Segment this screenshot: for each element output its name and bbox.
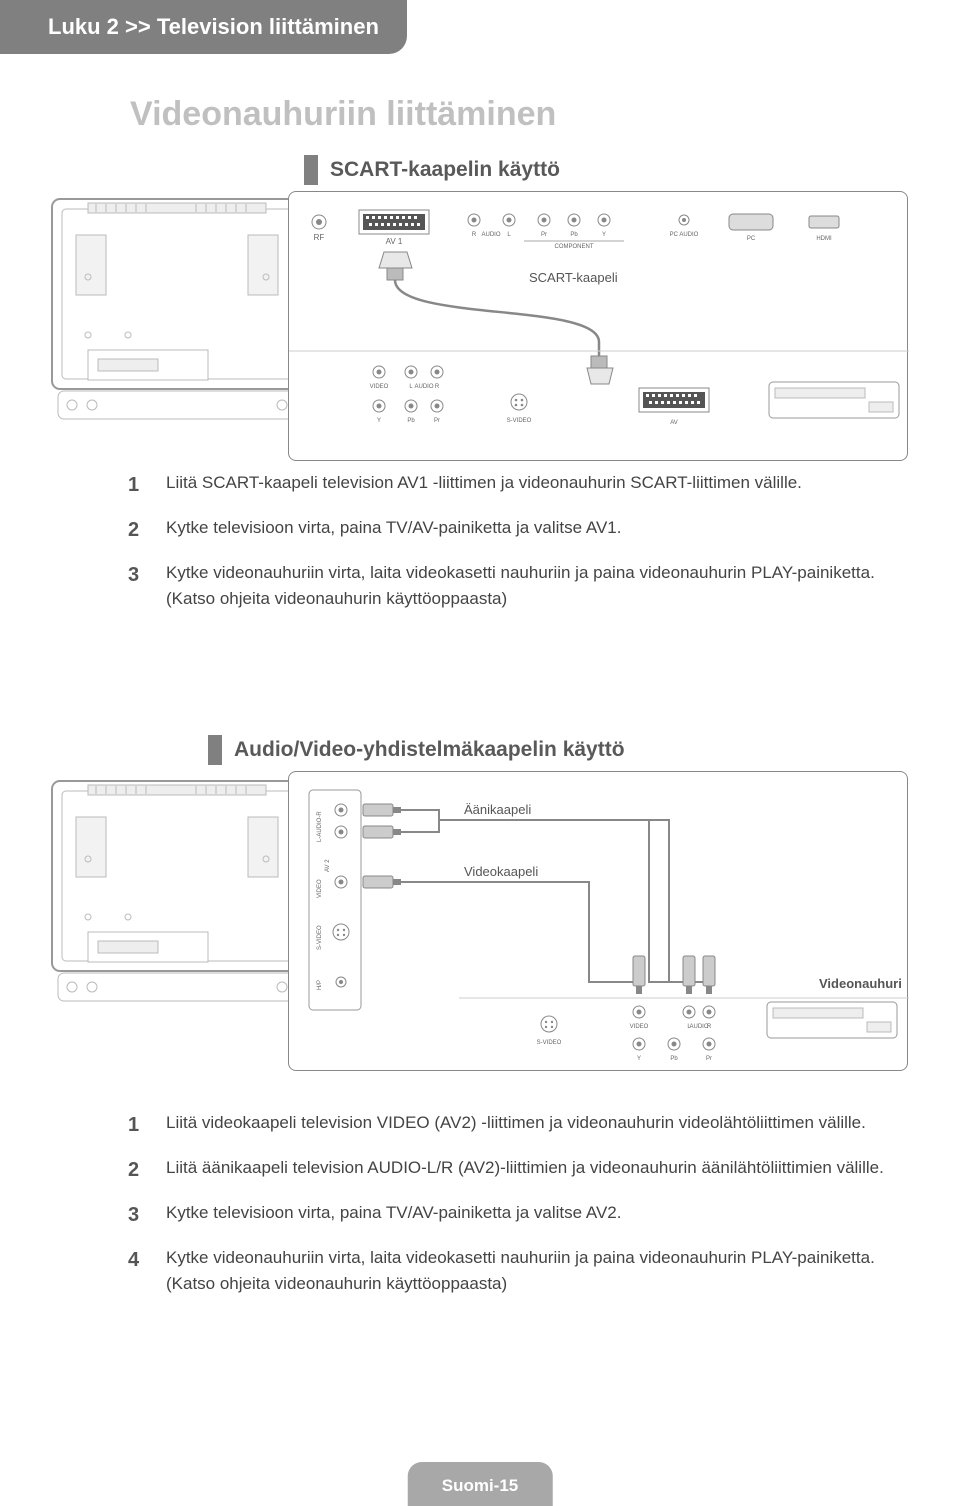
port-component: COMPONENT: [555, 244, 594, 250]
scart-cable-label: SCART-kaapeli: [529, 270, 618, 285]
manual-page: Luku 2 >> Television liittäminen Videona…: [0, 0, 960, 1506]
step-text: Kytke televisioon virta, paina TV/AV-pai…: [166, 515, 888, 546]
step-num: 1: [128, 1110, 148, 1141]
vcr2-r: R: [707, 1024, 712, 1030]
vcr-y: Y: [377, 418, 381, 424]
step-text: Liitä videokaapeli television VIDEO (AV2…: [166, 1110, 888, 1141]
step-text: Kytke televisioon virta, paina TV/AV-pai…: [166, 1200, 888, 1231]
scart-connection-panel: RF AV 1 R AUDIO L Pr Pb Y COMPONENT: [288, 191, 908, 461]
port-pr: Pr: [541, 232, 547, 238]
port-pb: Pb: [570, 232, 578, 238]
audio-cable-label: Äänikaapeli: [464, 802, 531, 817]
section-av: Audio/Video-yhdistelmäkaapelin käyttö: [48, 735, 912, 1071]
step-num: 4: [128, 1245, 148, 1298]
vcr-audio: AUDIO: [414, 384, 433, 390]
section2-instructions: 1 Liitä videokaapeli television VIDEO (A…: [128, 1110, 888, 1312]
port-hdmi: HDMI: [816, 236, 832, 242]
side-svideo: S-VIDEO: [317, 925, 323, 950]
step-1: 1 Liitä videokaapeli television VIDEO (A…: [128, 1110, 888, 1141]
port-audio-top: AUDIO: [481, 232, 500, 238]
step-text: Kytke videonauhuriin virta, laita videok…: [166, 560, 888, 613]
step-text: Liitä äänikaapeli television AUDIO-L/R (…: [166, 1155, 888, 1186]
vcr-svideo: S-VIDEO: [507, 418, 532, 424]
vcr2-svideo: S-VIDEO: [537, 1040, 562, 1046]
section1-header: SCART-kaapelin käyttö: [304, 155, 912, 185]
vcr2-pb: Pb: [670, 1056, 678, 1062]
side-av2: AV 2: [325, 859, 331, 872]
port-aud-r: R: [472, 232, 477, 238]
section1-instructions: 1 Liitä SCART-kaapeli television AV1 -li…: [128, 470, 888, 627]
vcr-device-label: Videonauhuri: [819, 976, 902, 991]
step-num: 2: [128, 1155, 148, 1186]
tv-back-illustration-2: [48, 777, 308, 1007]
video-cable-label: Videokaapeli: [464, 864, 538, 879]
port-av1: AV 1: [386, 237, 403, 246]
step-num: 3: [128, 560, 148, 613]
side-laudior: L-AUDIO-R: [317, 811, 323, 842]
vcr-pb: Pb: [407, 418, 415, 424]
vcr-l: L: [409, 384, 413, 390]
step-1: 1 Liitä SCART-kaapeli television AV1 -li…: [128, 470, 888, 501]
vcr2-video: VIDEO: [630, 1024, 649, 1030]
port-rf: RF: [314, 233, 325, 242]
chapter-tab: Luku 2 >> Television liittäminen: [0, 0, 407, 54]
port-y: Y: [602, 232, 606, 238]
section2-title: Audio/Video-yhdistelmäkaapelin käyttö: [234, 738, 625, 762]
step-3: 3 Kytke videonauhuriin virta, laita vide…: [128, 560, 888, 613]
page-title: Videonauhuriin liittäminen: [130, 95, 556, 134]
chapter-text: Luku 2 >> Television liittäminen: [48, 14, 379, 39]
step-4: 4 Kytke videonauhuriin virta, laita vide…: [128, 1245, 888, 1298]
av-diagram-svg: L-AUDIO-R AV 2 VIDEO S-VIDEO H/P: [289, 772, 909, 1072]
step-3: 3 Kytke televisioon virta, paina TV/AV-p…: [128, 1200, 888, 1231]
section-scart: SCART-kaapelin käyttö: [48, 155, 912, 461]
section2-header: Audio/Video-yhdistelmäkaapelin käyttö: [208, 735, 912, 765]
step-text: Liitä SCART-kaapeli television AV1 -liit…: [166, 470, 888, 501]
page-footer: Suomi-15: [408, 1462, 553, 1506]
av-connection-panel: L-AUDIO-R AV 2 VIDEO S-VIDEO H/P: [288, 771, 908, 1071]
side-video: VIDEO: [317, 879, 323, 898]
step-num: 1: [128, 470, 148, 501]
vcr-pr: Pr: [434, 418, 440, 424]
scart-diagram-svg: RF AV 1 R AUDIO L Pr Pb Y COMPONENT: [289, 192, 909, 462]
port-pcaudio: PC AUDIO: [670, 232, 699, 238]
vcr-av: AV: [670, 420, 678, 426]
port-aud-l: L: [507, 232, 511, 238]
vcr2-pr: Pr: [706, 1056, 712, 1062]
tv-back-illustration: [48, 195, 308, 425]
step-2: 2 Kytke televisioon virta, paina TV/AV-p…: [128, 515, 888, 546]
footer-text: Suomi-15: [442, 1476, 519, 1495]
section-bar-icon: [208, 735, 222, 765]
step-text: Kytke videonauhuriin virta, laita videok…: [166, 1245, 888, 1298]
step-num: 2: [128, 515, 148, 546]
port-pc: PC: [747, 236, 756, 242]
section1-title: SCART-kaapelin käyttö: [330, 158, 560, 182]
vcr2-y: Y: [637, 1056, 641, 1062]
vcr-r: R: [435, 384, 440, 390]
step-2: 2 Liitä äänikaapeli television AUDIO-L/R…: [128, 1155, 888, 1186]
side-hp: H/P: [317, 980, 323, 990]
step-num: 3: [128, 1200, 148, 1231]
section-bar-icon: [304, 155, 318, 185]
vcr-video: VIDEO: [370, 384, 389, 390]
